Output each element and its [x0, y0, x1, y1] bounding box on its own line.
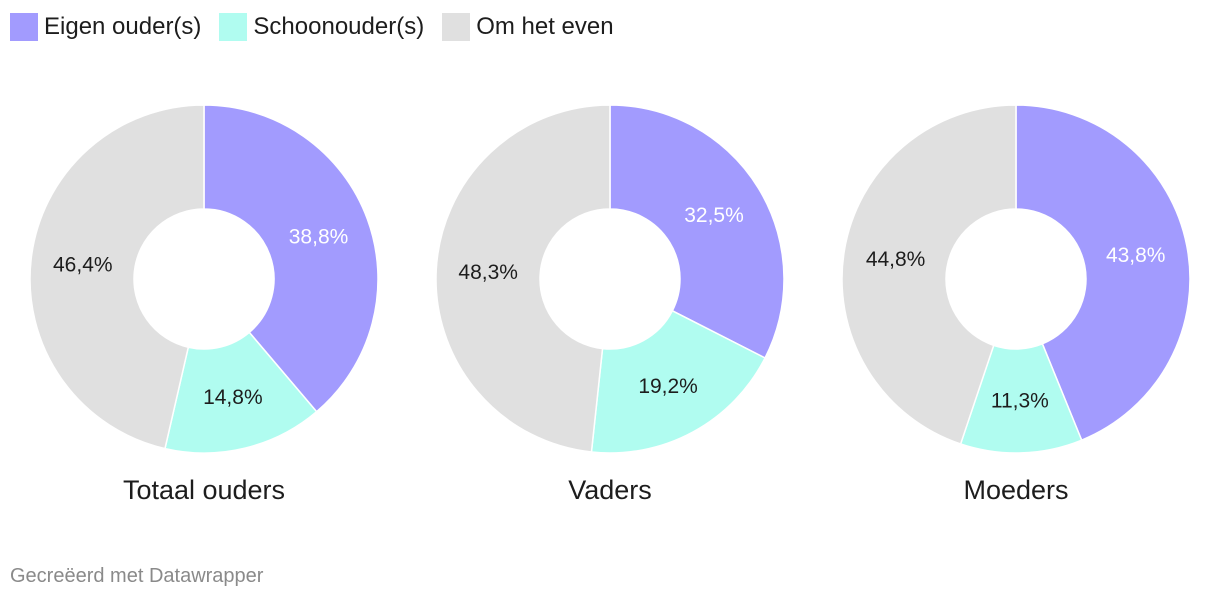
slice-eigen-ouders	[609, 104, 785, 360]
slice-eigen-ouders	[1015, 104, 1191, 442]
slice-schoonouders	[590, 309, 767, 454]
slice-label-eigen-ouders: 43,8%	[1106, 244, 1166, 267]
slice-om-het-even	[29, 104, 205, 450]
chart-title: Moeders	[963, 475, 1068, 505]
donut-chart-2: 32,5% 19,2% 48,3% Vaders	[435, 104, 785, 505]
legend-swatch-om-het-even	[442, 13, 471, 41]
slice-label-schoonouders: 14,8%	[203, 386, 263, 409]
slice-om-het-even	[841, 104, 1017, 445]
donut-chart-3: 43,8% 11,3% 44,8% Moeders	[841, 104, 1191, 505]
legend-swatch-schoonouders	[219, 13, 248, 41]
legend-label-schoonouders: Schoonouder(s)	[253, 13, 425, 40]
chart-title: Vaders	[568, 475, 652, 505]
slice-eigen-ouders	[203, 104, 379, 413]
legend-label-om-het-even: Om het even	[476, 13, 614, 40]
slice-label-om-het-even: 48,3%	[458, 261, 518, 284]
legend-item-eigen-ouders: Eigen ouder(s)	[10, 13, 201, 41]
slice-label-schoonouders: 19,2%	[638, 375, 698, 398]
slice-label-om-het-even: 44,8%	[866, 248, 926, 271]
slice-label-eigen-ouders: 32,5%	[684, 204, 744, 227]
legend-item-schoonouders: Schoonouder(s)	[219, 13, 424, 41]
slice-label-schoonouders: 11,3%	[991, 389, 1049, 412]
chart-title: Totaal ouders	[123, 475, 285, 505]
credit-text: Gecreëerd met Datawrapper	[10, 565, 264, 587]
legend-swatch-eigen-ouders	[10, 13, 38, 41]
slice-om-het-even	[435, 104, 611, 453]
legend-item-om-het-even: Om het even	[442, 13, 614, 41]
slice-label-eigen-ouders: 38,8%	[289, 225, 349, 248]
slice-schoonouders	[164, 331, 318, 454]
legend: Eigen ouder(s) Schoonouder(s) Om het eve…	[10, 10, 614, 44]
slice-label-om-het-even: 46,4%	[53, 254, 113, 277]
legend-label-eigen-ouders: Eigen ouder(s)	[44, 13, 202, 40]
donut-chart-1: 38,8% 14,8% 46,4% Totaal ouders	[29, 104, 379, 505]
